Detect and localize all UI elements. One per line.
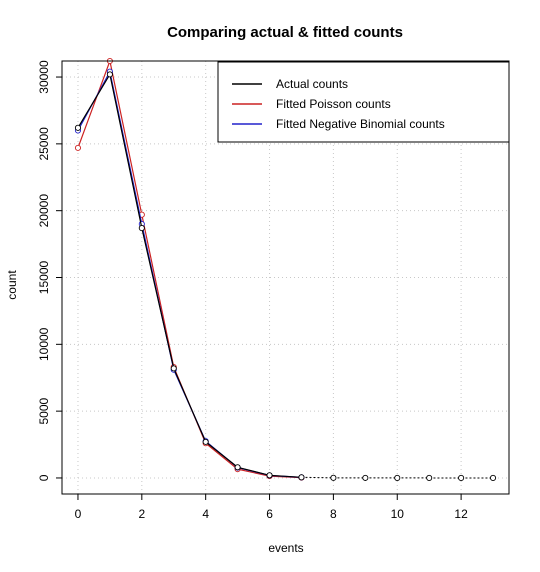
legend-label: Fitted Negative Binomial counts bbox=[276, 117, 445, 131]
y-tick-label: 5000 bbox=[37, 397, 51, 424]
legend-box bbox=[217, 61, 510, 143]
legend: Actual counts Fitted Poisson counts Fitted… bbox=[217, 61, 510, 143]
x-tick-label: 2 bbox=[138, 507, 145, 521]
x-tick-label: 4 bbox=[202, 507, 209, 521]
data-point bbox=[170, 365, 177, 372]
x-tick-label: 12 bbox=[454, 507, 468, 521]
data-point bbox=[106, 71, 113, 78]
data-point bbox=[202, 438, 209, 445]
series-layer bbox=[74, 57, 497, 481]
y-tick-label: 0 bbox=[37, 474, 51, 481]
y-tick-label: 30000 bbox=[37, 60, 51, 94]
y-tick-label: 15000 bbox=[37, 260, 51, 294]
y-tick-label: 20000 bbox=[37, 194, 51, 228]
data-point bbox=[426, 474, 433, 481]
data-point bbox=[234, 464, 241, 471]
x-tick-label: 6 bbox=[266, 507, 273, 521]
data-point bbox=[362, 474, 369, 481]
data-point bbox=[458, 474, 465, 481]
data-point bbox=[74, 124, 82, 131]
x-tick-label: 10 bbox=[391, 507, 405, 521]
data-point bbox=[138, 225, 145, 232]
data-point bbox=[298, 474, 305, 481]
legend-label: Fitted Poisson counts bbox=[276, 97, 391, 111]
x-tick-label: 0 bbox=[75, 507, 82, 521]
data-point bbox=[330, 474, 337, 481]
data-point bbox=[489, 474, 497, 481]
y-axis-label: count bbox=[5, 270, 19, 300]
series-line bbox=[77, 72, 302, 478]
data-point bbox=[74, 144, 82, 151]
y-tick-label: 25000 bbox=[37, 127, 51, 161]
axes: 0 2 4 6 8 10 12 0 5000 10000 15000 20000 25000 30000 bbox=[37, 60, 510, 521]
data-point bbox=[266, 472, 273, 479]
chart-title: Comparing actual & fitted counts bbox=[167, 24, 403, 41]
legend-label: Actual counts bbox=[276, 77, 348, 91]
x-tick-label: 8 bbox=[330, 507, 337, 521]
y-tick-label: 10000 bbox=[37, 327, 51, 361]
x-axis-label: events bbox=[268, 541, 303, 555]
data-point bbox=[394, 474, 401, 481]
